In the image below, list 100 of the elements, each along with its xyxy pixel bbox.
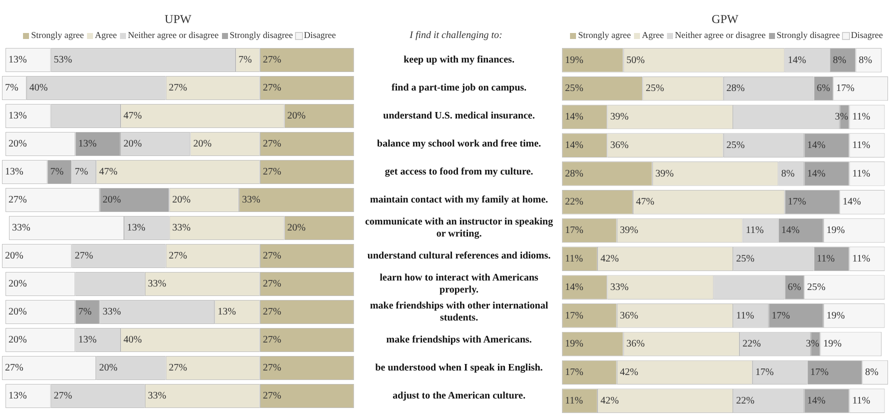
data-label: 50% <box>626 54 645 66</box>
data-label: 36% <box>610 140 629 151</box>
data-label: 11% <box>852 168 870 180</box>
y-tick-label: balance my school work and free time. <box>377 138 542 150</box>
data-label: 27% <box>168 250 188 262</box>
data-label: 40% <box>123 334 142 346</box>
data-label: 13% <box>8 110 27 122</box>
legend-label: Neither agree or disagree <box>674 30 766 40</box>
data-label: 27% <box>262 166 282 178</box>
data-label: 14% <box>565 282 584 293</box>
data-label: 28% <box>565 168 584 180</box>
data-label: 27% <box>262 54 282 66</box>
data-label: 20% <box>287 222 306 234</box>
data-label: 14% <box>788 54 806 66</box>
data-label: 25% <box>726 140 745 151</box>
data-label: 27% <box>8 194 27 206</box>
data-label: 8% <box>781 168 795 180</box>
data-label: 13% <box>126 222 146 234</box>
chart-title: UPW <box>164 12 192 27</box>
legend-label: Strongly agree <box>31 30 84 40</box>
data-label: 20% <box>172 194 191 206</box>
data-label: 14% <box>807 168 826 180</box>
data-label: 40% <box>29 82 48 94</box>
legend-label: Disagree <box>304 30 336 40</box>
data-label: 17% <box>565 225 584 236</box>
data-label: 25% <box>736 254 754 265</box>
data-label: 14% <box>807 395 826 406</box>
data-label: 13% <box>8 390 27 402</box>
data-label: 8% <box>865 367 879 378</box>
data-label: 7% <box>238 54 252 66</box>
data-label: 27% <box>262 138 282 150</box>
data-label: 36% <box>620 310 638 322</box>
data-label: 36% <box>626 338 645 350</box>
data-label: 33% <box>610 282 629 293</box>
data-label: 20% <box>8 334 27 346</box>
data-label: 11% <box>852 254 870 265</box>
data-label: 27% <box>262 390 282 402</box>
data-label: 7% <box>5 82 18 94</box>
data-label: 3% <box>834 112 848 123</box>
legend-label: Agree <box>94 30 117 40</box>
data-label: 3% <box>806 338 820 350</box>
data-label: 6% <box>816 83 830 94</box>
data-label: 33% <box>148 390 166 402</box>
data-label: 33% <box>172 222 191 234</box>
data-label: 14% <box>807 140 826 151</box>
data-label: 19% <box>565 338 584 350</box>
data-label: 42% <box>620 367 638 378</box>
data-label: 8% <box>858 54 872 66</box>
data-label: 27% <box>262 362 282 374</box>
data-label: 17% <box>788 196 806 208</box>
data-label: 39% <box>610 112 629 123</box>
data-label: 13% <box>218 306 236 318</box>
data-label: 20% <box>99 362 118 374</box>
y-tick-label: make friendships with Americans. <box>386 334 532 346</box>
y-tick-label: learn how to interact with Americans properly. <box>380 272 538 296</box>
y-tick-label: understand U.S. medical insurance. <box>383 110 536 122</box>
y-tick-label: communicate with an instructor in speaking or writing. <box>365 216 553 240</box>
data-label: 14% <box>842 196 861 208</box>
y-tick-label: maintain contact with my family at home. <box>370 194 549 206</box>
data-label: 19% <box>826 225 845 236</box>
data-label: 42% <box>600 254 619 265</box>
data-label: 27% <box>54 390 72 402</box>
data-label: 47% <box>636 196 654 208</box>
data-label: 7% <box>50 166 64 178</box>
data-label: 7% <box>78 306 92 318</box>
data-label: 33% <box>102 306 121 318</box>
y-tick-label: adjust to the American culture. <box>392 390 526 402</box>
chart-title: GPW <box>710 12 740 27</box>
data-label: 20% <box>287 110 306 122</box>
data-label: 27% <box>262 306 282 318</box>
y-tick-label: be understood when I speak in English. <box>375 362 544 374</box>
data-label: 11% <box>565 395 583 406</box>
data-label: 39% <box>620 225 638 236</box>
data-label: 39% <box>655 168 674 180</box>
data-label: 25% <box>807 282 826 293</box>
data-label: 14% <box>781 225 800 236</box>
data-label: 27% <box>5 362 24 374</box>
data-label: 17% <box>755 367 774 378</box>
legend-label: Agree <box>642 30 664 40</box>
data-label: 14% <box>565 112 584 123</box>
data-label: 33% <box>12 222 30 234</box>
data-label: 19% <box>823 338 842 350</box>
data-label: 11% <box>816 254 835 265</box>
data-label: 27% <box>262 82 282 94</box>
y-tick-label: find a part-time job on campus. <box>392 82 528 94</box>
data-label: 17% <box>772 310 790 322</box>
data-label: 19% <box>826 310 845 322</box>
data-label: 33% <box>148 278 166 290</box>
data-label: 13% <box>78 334 97 346</box>
data-label: 27% <box>74 250 94 262</box>
y-tick-label: keep up with my finances. <box>404 54 515 66</box>
data-label: 17% <box>810 367 829 378</box>
data-label: 27% <box>168 362 188 374</box>
data-label: 27% <box>262 250 282 262</box>
data-label: 20% <box>8 138 27 150</box>
data-label: 28% <box>726 83 745 94</box>
data-label: 20% <box>8 306 27 318</box>
legend-label: Strongly agree <box>578 30 631 40</box>
data-label: 22% <box>736 395 754 406</box>
data-label: 11% <box>746 225 764 236</box>
